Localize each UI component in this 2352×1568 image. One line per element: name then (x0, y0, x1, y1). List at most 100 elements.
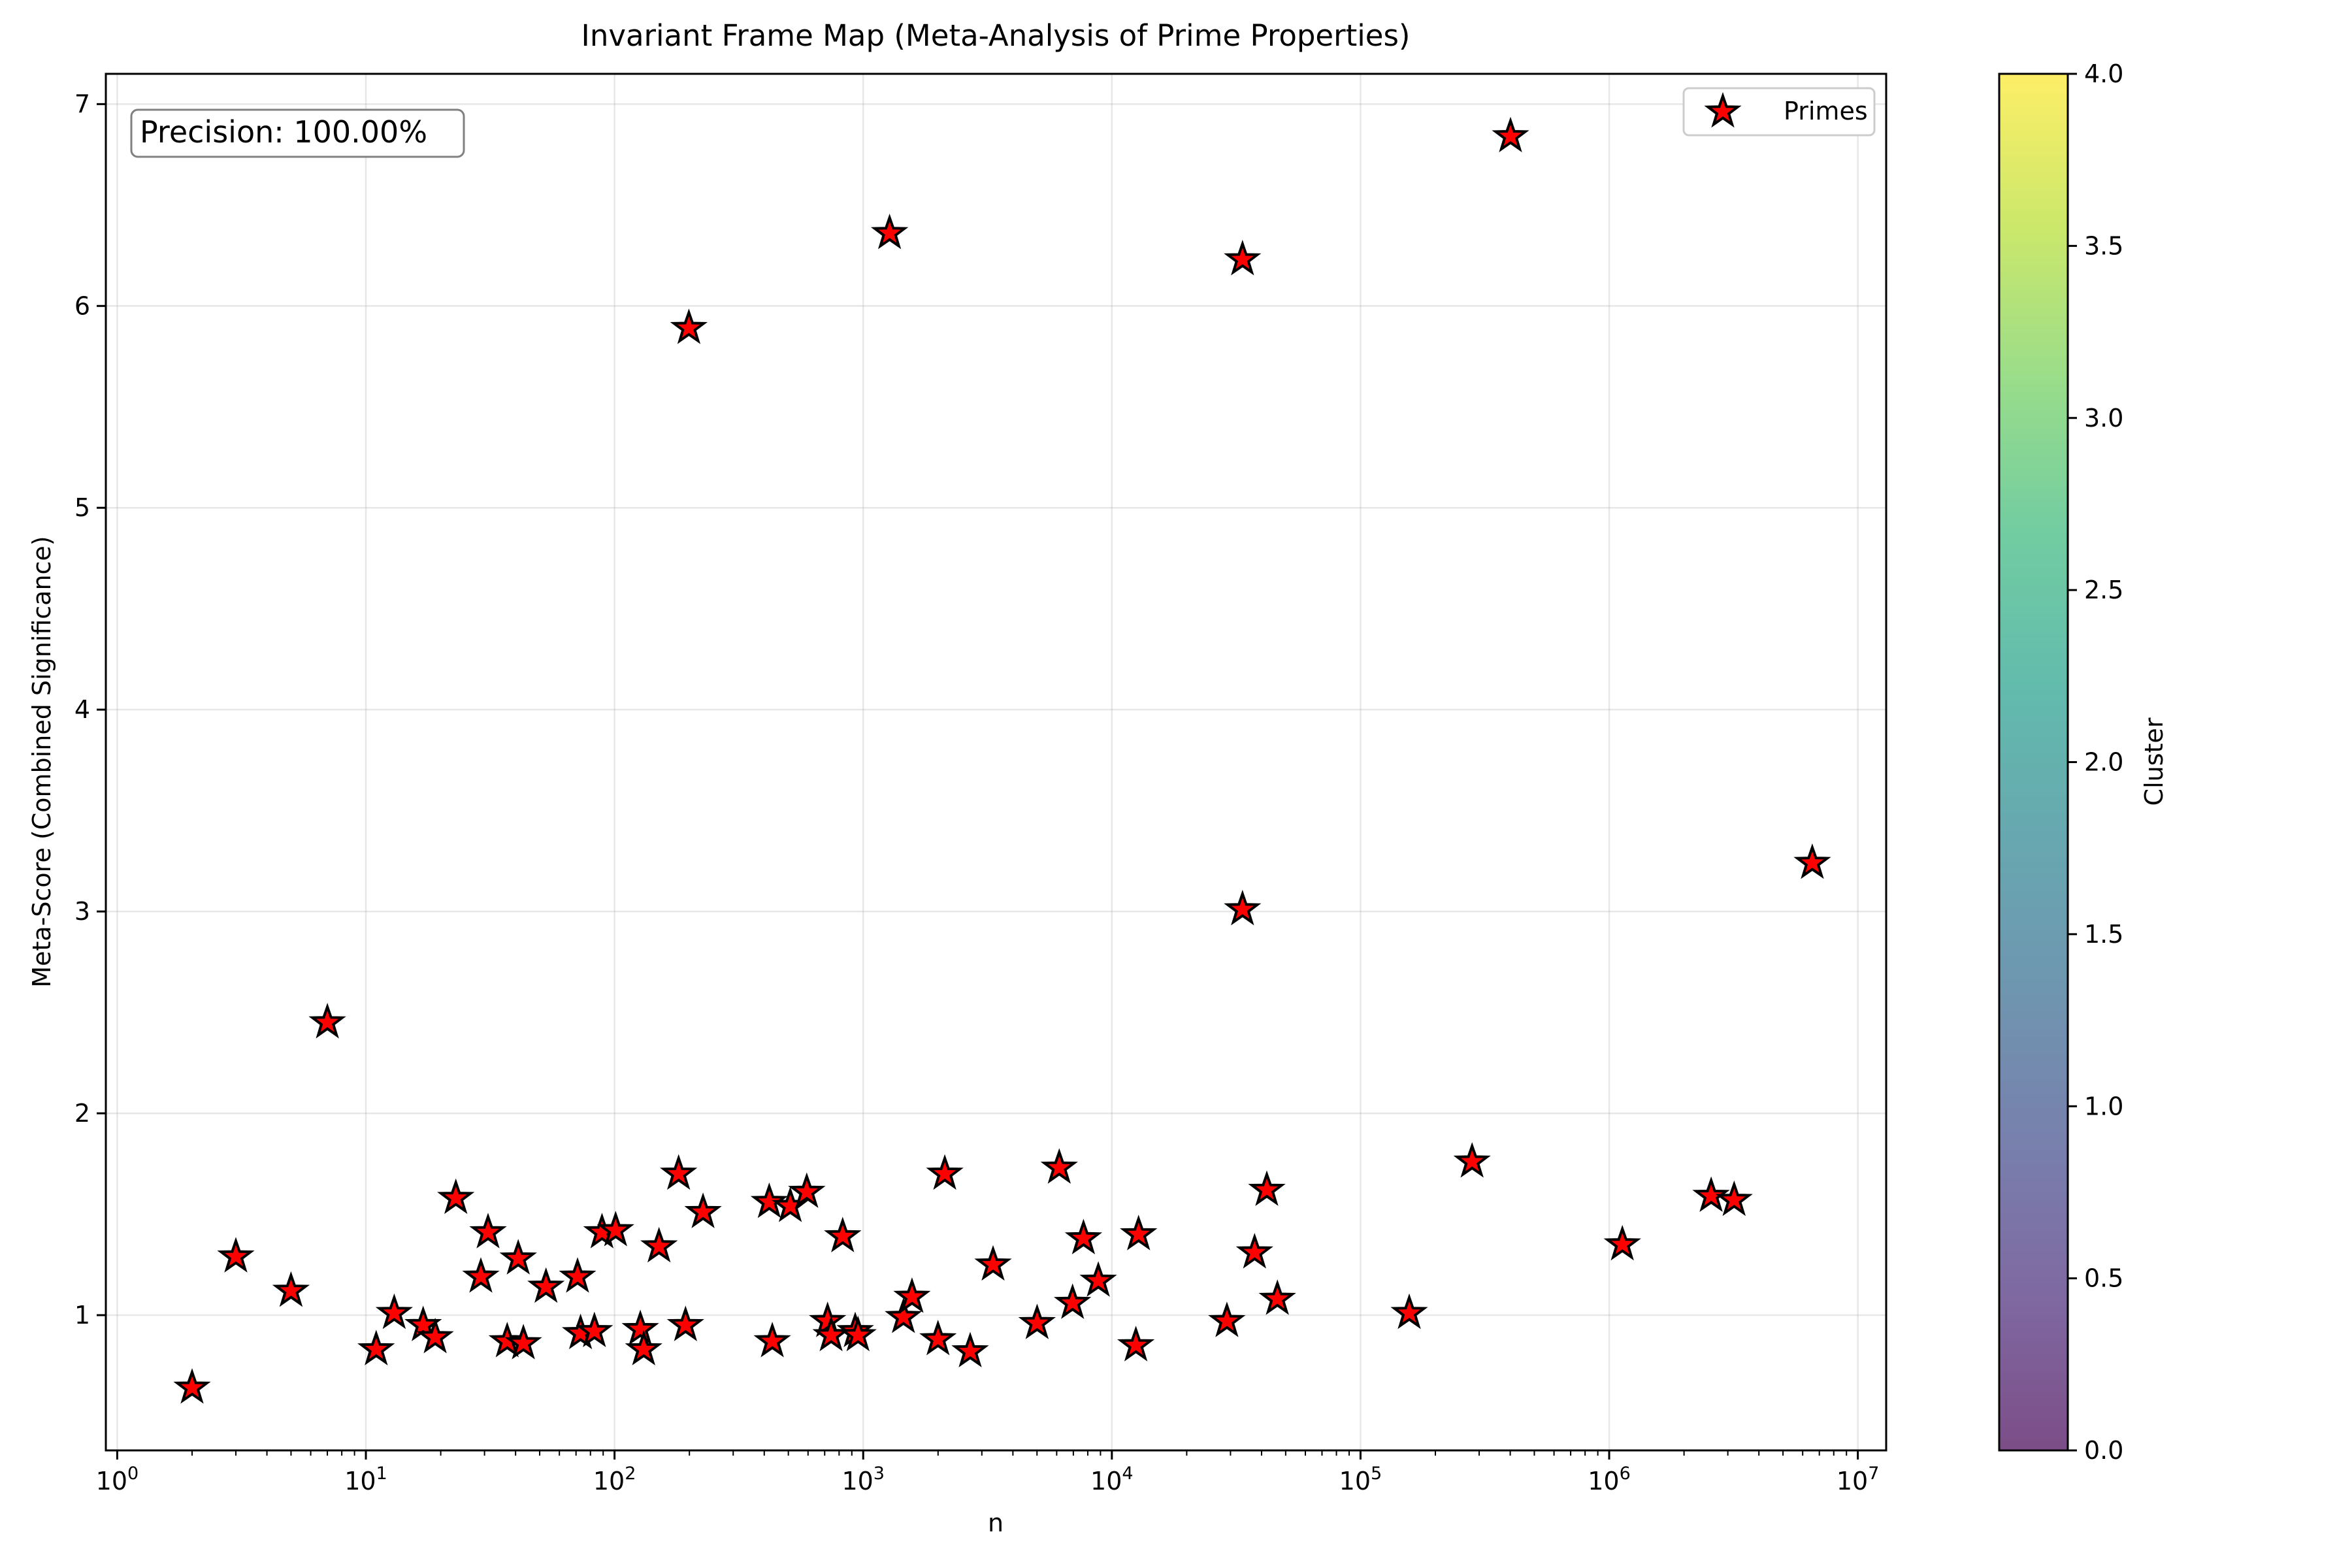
annotation-box (130, 108, 465, 158)
prime-point (1040, 1148, 1078, 1184)
prime-point (462, 1257, 500, 1293)
chart-title: Invariant Frame Map (Meta-Analysis of Pr… (581, 18, 1411, 53)
x-tick-label: 104 (1090, 1463, 1134, 1495)
y-tick-label: 5 (74, 493, 90, 522)
prime-point (357, 1330, 395, 1365)
prime-point (308, 1002, 346, 1039)
prime-point (670, 308, 708, 344)
legend-star-icon (1704, 91, 1742, 128)
prime-point (839, 1315, 877, 1352)
colorbar-label: Cluster (2140, 717, 2168, 806)
colorbar-gradient (1999, 74, 2068, 1450)
prime-point (576, 1311, 613, 1348)
prime-point (824, 1217, 862, 1252)
colorbar-tick-label: 2.0 (2084, 748, 2123, 777)
colorbar-tick-label: 3.0 (2084, 404, 2123, 433)
colorbar-tick-label: 0.0 (2084, 1436, 2123, 1465)
prime-point (559, 1257, 596, 1293)
y-tick-label: 6 (74, 291, 90, 320)
y-axis-ticks: 1 2 3 4 5 6 7 (74, 90, 106, 1330)
prime-point (499, 1239, 537, 1275)
prime-point (640, 1226, 678, 1263)
prime-point (1453, 1142, 1491, 1178)
x-tick-label: 107 (1837, 1463, 1880, 1495)
prime-point (1018, 1303, 1056, 1339)
colorbar-tick-label: 0.5 (2084, 1264, 2123, 1293)
prime-point (1492, 116, 1529, 153)
y-tick-label: 7 (74, 90, 90, 118)
prime-point (469, 1213, 507, 1249)
prime-point (1692, 1176, 1730, 1213)
colorbar-tick-label: 3.5 (2084, 231, 2123, 260)
prime-point (527, 1267, 565, 1303)
prime-point (951, 1331, 989, 1367)
prime-point (753, 1322, 791, 1358)
data-points (173, 116, 1831, 1404)
plot-frame (105, 73, 1887, 1452)
prime-point (621, 1309, 659, 1345)
y-axis-label: Meta-Score (Combined Significance) (27, 536, 56, 987)
prime-point (926, 1154, 964, 1190)
prime-point (1064, 1218, 1103, 1254)
colorbar-tick-label: 2.5 (2084, 576, 2123, 604)
prime-point (666, 1305, 704, 1341)
prime-point (1224, 889, 1262, 926)
prime-point (1224, 240, 1262, 276)
y-tick-label: 3 (74, 897, 90, 926)
prime-point (788, 1172, 826, 1208)
prime-point (1117, 1326, 1155, 1362)
legend-label: Primes (1784, 97, 1868, 125)
precision-text: Precision: 100.00% (140, 114, 427, 150)
colorbar-tick-label: 4.0 (2084, 59, 2123, 88)
y-tick-label: 1 (74, 1301, 90, 1330)
prime-point (217, 1237, 255, 1273)
x-tick-label: 102 (593, 1463, 636, 1495)
prime-point (1053, 1283, 1092, 1319)
x-axis-label: n (988, 1509, 1004, 1537)
precision-annotation: Precision: 100.00% (130, 108, 465, 158)
prime-point (750, 1182, 789, 1218)
y-tick-label: 2 (74, 1099, 90, 1128)
legend: Primes (1682, 87, 1876, 137)
colorbar-ticks: 0.0 0.5 1.0 1.5 2.0 2.5 3.0 3.5 4.0 (2068, 59, 2123, 1465)
prime-point (684, 1192, 722, 1228)
prime-point (1235, 1233, 1273, 1269)
x-tick-label: 101 (344, 1463, 387, 1495)
prime-point (596, 1211, 634, 1247)
prime-point (1603, 1224, 1641, 1261)
legend-marker-star (1704, 91, 1742, 128)
grid-lines (106, 74, 1886, 1450)
prime-point (1120, 1215, 1158, 1250)
prime-point (885, 1298, 923, 1333)
prime-point (504, 1324, 542, 1360)
x-tick-label: 106 (1588, 1463, 1631, 1495)
prime-point (870, 214, 909, 250)
prime-point (272, 1271, 310, 1307)
prime-point (625, 1330, 662, 1365)
colorbar: 0.0 0.5 1.0 1.5 2.0 2.5 3.0 3.5 4.0 Cluster (1998, 59, 2168, 1465)
prime-point (437, 1178, 475, 1215)
prime-point (1258, 1279, 1296, 1315)
prime-point (488, 1322, 526, 1358)
x-axis-ticks: 100 101 102 103 104 105 106 107 (96, 1450, 1880, 1495)
x-tick-label: 103 (841, 1463, 885, 1495)
prime-point (1248, 1170, 1286, 1206)
x-tick-label: 100 (96, 1463, 139, 1495)
prime-point (173, 1368, 211, 1404)
prime-point (1390, 1293, 1428, 1330)
prime-point (1793, 843, 1831, 879)
colorbar-tick-label: 1.5 (2084, 920, 2123, 949)
y-tick-label: 4 (74, 695, 90, 724)
prime-point (1208, 1301, 1246, 1337)
prime-point (919, 1320, 957, 1356)
x-tick-label: 105 (1339, 1463, 1382, 1495)
prime-point (1715, 1180, 1753, 1217)
prime-point (974, 1245, 1012, 1281)
colorbar-tick-label: 1.0 (2084, 1092, 2123, 1120)
prime-point (893, 1277, 931, 1313)
plot-area: 100 101 102 103 104 105 106 107 1 2 3 4 5 6 7 (74, 73, 1887, 1495)
prime-point (660, 1154, 698, 1190)
plot-background (106, 74, 1886, 1450)
prime-point (1079, 1261, 1117, 1297)
